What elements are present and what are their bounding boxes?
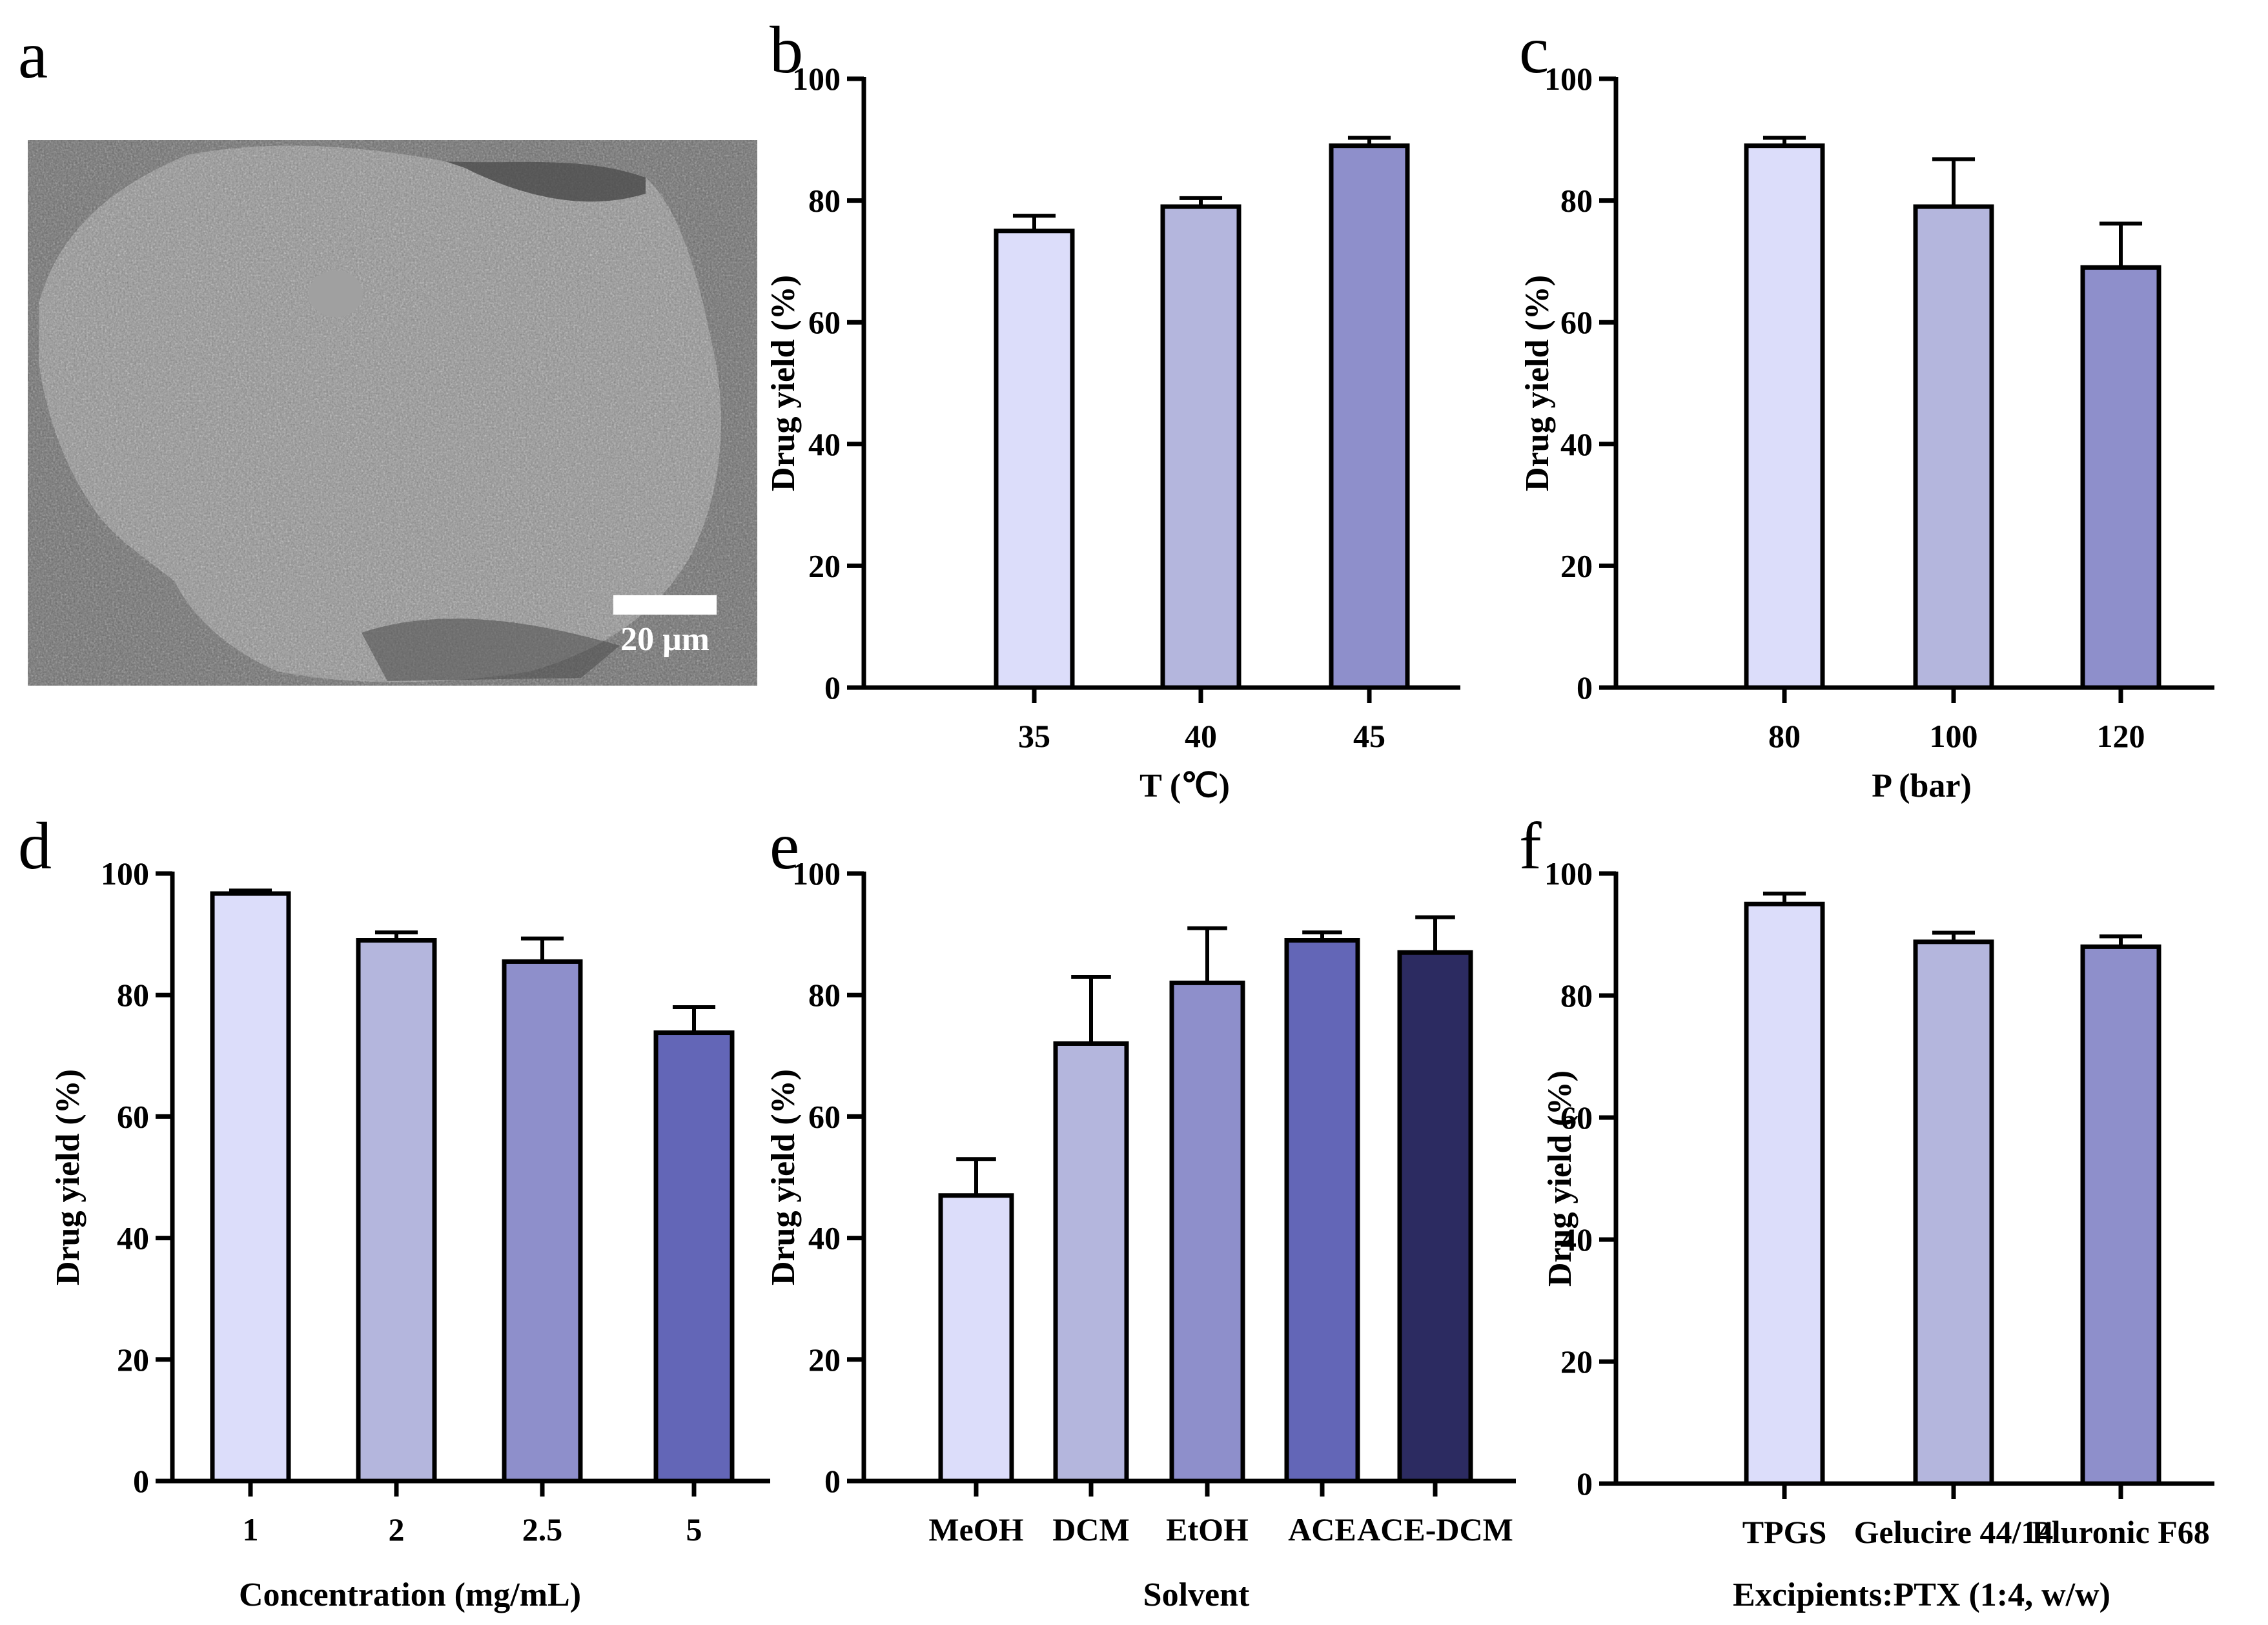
x-tick-label: 80 — [1768, 718, 1801, 754]
scale-bar-label: 20 μm — [620, 621, 710, 658]
x-tick-label: 120 — [2097, 718, 2145, 754]
x-tick-label: 35 — [1018, 718, 1050, 754]
sem-crevice — [445, 161, 646, 202]
y-tick-label: 80 — [808, 183, 841, 219]
y-tick-label: 60 — [117, 1098, 149, 1134]
sem-shadow — [362, 618, 620, 681]
x-tick-label: ACE-DCM — [1357, 1511, 1513, 1548]
x-axis-label: Excipients:PTX (1:4, w/w) — [1733, 1577, 2110, 1613]
chart-panel-e: e 0 20 40 60 80 100 Drug yield (%) MeOH DCM EtOH AC… — [765, 809, 1516, 1613]
y-tick-label: 100 — [792, 855, 841, 892]
y-tick-label: 80 — [1560, 977, 1593, 1014]
x-tick-label: Pluronic F68 — [2032, 1514, 2209, 1550]
bar — [653, 1030, 735, 1484]
y-tick-label: 80 — [1560, 183, 1593, 219]
x-axis-label: Concentration (mg/mL) — [239, 1577, 581, 1613]
bar — [1169, 980, 1245, 1484]
y-axis-label: Drug yield (%) — [765, 1069, 802, 1285]
bar — [2080, 944, 2161, 1486]
bar — [1913, 939, 1994, 1486]
y-tick-label: 20 — [1560, 547, 1593, 584]
bar — [210, 891, 291, 1484]
sem-panel: a 20 μm — [18, 18, 757, 686]
bar — [1744, 901, 1825, 1486]
y-tick-label: 60 — [1560, 304, 1593, 340]
y-tick-label: 20 — [808, 1342, 841, 1378]
y-tick-label: 100 — [101, 855, 149, 892]
y-tick-label: 100 — [792, 61, 841, 97]
y-tick-label: 100 — [1544, 61, 1593, 97]
x-tick-label: 100 — [1930, 718, 1978, 754]
y-tick-label: 60 — [808, 1098, 841, 1134]
x-tick-label: 45 — [1353, 718, 1385, 754]
panel-label-e: e — [770, 809, 799, 883]
y-tick-label: 60 — [1560, 1099, 1593, 1136]
bar — [356, 938, 437, 1484]
y-axis-label: Drug yield (%) — [50, 1069, 87, 1285]
bar — [1160, 204, 1241, 690]
y-tick-label: 0 — [1577, 1466, 1593, 1502]
y-tick-label: 0 — [133, 1463, 149, 1499]
y-tick-label: 40 — [117, 1220, 149, 1256]
y-tick-label: 0 — [1577, 669, 1593, 706]
panel-label-d: d — [18, 809, 52, 883]
bar — [502, 959, 583, 1484]
chart-panel-d: d 0 20 40 60 80 100 Drug yield (%) 1 2 2.5 5 Concent… — [18, 809, 770, 1613]
bar — [994, 229, 1075, 690]
y-tick-label: 80 — [808, 977, 841, 1013]
panel-label-c: c — [1519, 13, 1549, 87]
bar — [2080, 265, 2161, 690]
x-tick-label: EtOH — [1166, 1511, 1249, 1548]
y-tick-label: 20 — [808, 547, 841, 584]
bar — [1329, 143, 1410, 690]
y-axis-label: Drug yield (%) — [1519, 275, 1556, 491]
y-tick-label: 40 — [1560, 426, 1593, 462]
x-tick-label: 40 — [1185, 718, 1217, 754]
y-tick-label: 60 — [808, 304, 841, 340]
bar — [1053, 1041, 1129, 1484]
x-tick-label: 2 — [389, 1511, 405, 1548]
y-tick-label: 20 — [1560, 1344, 1593, 1380]
x-tick-label: ACE — [1288, 1511, 1356, 1548]
x-tick-label: MeOH — [928, 1511, 1023, 1548]
bar — [1744, 143, 1825, 690]
bar — [1913, 204, 1994, 690]
x-tick-label: 1 — [243, 1511, 259, 1548]
scale-bar — [613, 595, 717, 615]
chart-panel-f: f 0 20 40 60 80 100 Drug yield (%) TPGS Gelucire … — [1519, 809, 2214, 1613]
y-tick-label: 0 — [824, 1463, 841, 1499]
bar — [1397, 950, 1473, 1484]
chart-panel-b: b 0 20 40 60 80 100 Drug yield (%) 35 40 45 T (℃) — [765, 13, 1460, 804]
x-tick-label: Gelucire 44/14 — [1854, 1514, 2054, 1550]
x-tick-label: DCM — [1052, 1511, 1129, 1548]
x-tick-label: TPGS — [1742, 1514, 1827, 1550]
panel-label-a: a — [18, 18, 48, 92]
x-tick-label: 5 — [686, 1511, 702, 1548]
sem-particle-texture — [39, 145, 721, 682]
y-tick-label: 40 — [1560, 1221, 1593, 1258]
y-axis-label: Drug yield (%) — [1542, 1070, 1578, 1287]
x-tick-label: 2.5 — [522, 1511, 563, 1548]
y-tick-label: 0 — [824, 669, 841, 706]
chart-panel-c: c 0 20 40 60 80 100 Drug yield (%) 80 100 120 P (ba… — [1519, 13, 2214, 804]
x-axis-label: T (℃) — [1139, 768, 1230, 804]
panel-label-b: b — [770, 13, 803, 87]
bar — [1284, 938, 1360, 1484]
y-tick-label: 40 — [808, 426, 841, 462]
panel-label-f: f — [1519, 809, 1542, 883]
y-tick-label: 40 — [808, 1220, 841, 1256]
y-tick-label: 80 — [117, 977, 149, 1013]
x-axis-label: P (bar) — [1872, 768, 1972, 804]
y-axis-label: Drug yield (%) — [765, 275, 802, 491]
sem-micrograph-image — [28, 140, 757, 686]
bar — [938, 1193, 1014, 1484]
sem-bump — [309, 271, 363, 317]
x-axis-label: Solvent — [1143, 1577, 1250, 1613]
y-tick-label: 100 — [1544, 855, 1593, 892]
y-tick-label: 20 — [117, 1342, 149, 1378]
